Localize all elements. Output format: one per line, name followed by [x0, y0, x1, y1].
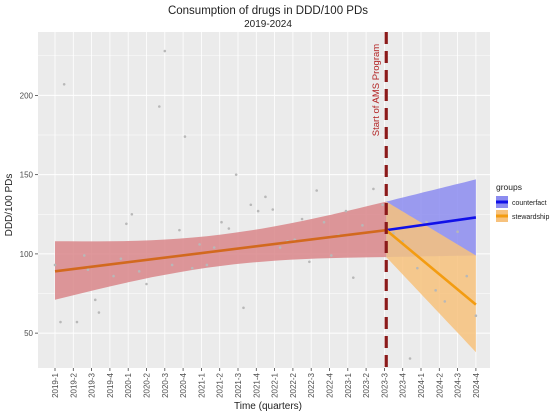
data-point: [178, 228, 181, 232]
x-tick-label: 2021-1: [197, 372, 206, 397]
x-tick-label: 2024-4: [472, 372, 481, 397]
data-point: [119, 257, 123, 260]
data-point: [75, 320, 79, 324]
trend-line-stewardship: [385, 229, 477, 306]
data-point: [205, 263, 209, 267]
data-point: [220, 220, 223, 224]
data-point: [264, 195, 267, 199]
legend-label-counterfact: counterfact: [512, 200, 547, 207]
x-tick-label: 2024-1: [417, 372, 426, 397]
y-axis-label: DDD/100 PDs: [4, 174, 15, 237]
x-tick-label: 2021-4: [252, 372, 261, 397]
x-tick-label: 2020-3: [161, 372, 170, 397]
data-point: [137, 270, 141, 273]
data-point: [351, 276, 355, 279]
data-point: [86, 268, 90, 272]
trend-lines: [54, 216, 477, 306]
band-stewardship: [386, 201, 476, 353]
y-tick-label: 150: [20, 171, 34, 180]
data-point: [53, 263, 57, 267]
grid-lines: [38, 32, 490, 368]
x-tick-label: 2023-4: [399, 372, 408, 397]
legend: groups counterfact stewardship: [496, 182, 549, 222]
data-point: [82, 254, 86, 257]
data-point: [443, 300, 447, 303]
data-point: [278, 246, 282, 249]
y-axis-ticks: 50 100 150 200: [20, 91, 38, 338]
data-point: [158, 105, 161, 108]
data-point: [97, 311, 101, 314]
data-point: [112, 274, 115, 278]
data-point: [474, 314, 478, 317]
data-point: [62, 83, 66, 86]
data-point: [130, 212, 134, 216]
data-point: [163, 49, 167, 53]
data-point: [93, 298, 97, 302]
y-tick-label: 50: [24, 329, 33, 338]
data-point: [381, 203, 384, 207]
data-point: [392, 231, 395, 235]
x-tick-label: 2020-1: [124, 372, 133, 397]
y-tick-label: 100: [20, 250, 34, 259]
data-point: [212, 246, 216, 249]
x-tick-label: 2022-1: [271, 372, 280, 397]
x-tick-label: 2021-3: [234, 372, 243, 397]
data-point: [434, 289, 437, 292]
data-point: [256, 209, 260, 213]
data-point: [249, 203, 253, 207]
data-point: [190, 266, 194, 270]
x-tick-label: 2024-2: [435, 372, 444, 397]
x-tick-label: 2021-2: [216, 372, 225, 397]
data-point: [408, 357, 412, 360]
trend-line-counterfact: [386, 216, 477, 232]
data-point: [308, 260, 311, 264]
trend-line-pre: [54, 228, 387, 273]
chart-title: Consumption of drugs in DDD/100 PDs: [168, 5, 368, 17]
data-point: [198, 243, 201, 246]
x-tick-label: 2022-4: [326, 372, 335, 397]
x-tick-label: 2022-2: [289, 372, 298, 397]
x-tick-label: 2023-3: [380, 372, 389, 397]
x-tick-label: 2019-1: [51, 372, 60, 397]
data-point: [456, 230, 459, 233]
data-point: [145, 282, 148, 286]
data-point: [271, 208, 275, 211]
data-point: [125, 222, 128, 226]
legend-title: groups: [496, 182, 522, 192]
data-point: [372, 187, 375, 191]
data-point: [170, 263, 174, 267]
data-point: [465, 274, 469, 278]
data-point: [425, 220, 428, 224]
data-point: [59, 320, 62, 324]
data-point: [300, 217, 304, 221]
y-tick-label: 200: [20, 91, 34, 100]
data-point: [242, 306, 245, 310]
data-point: [361, 224, 364, 227]
legend-label-stewardship: stewardship: [512, 214, 549, 221]
x-tick-label: 2022-3: [307, 372, 316, 397]
chart-subtitle: 2019-2024: [244, 19, 292, 30]
data-point: [344, 209, 348, 213]
intervention-annotation: Start of AMS Program: [371, 44, 382, 136]
x-tick-label: 2023-1: [344, 372, 353, 397]
data-point: [183, 135, 187, 138]
x-tick-label: 2024-3: [454, 372, 463, 397]
legend-line-counterfact: [496, 200, 508, 204]
x-tick-label: 2020-2: [143, 372, 152, 397]
legend-line-stewardship: [496, 214, 508, 218]
data-point: [227, 227, 231, 230]
x-tick-label: 2023-2: [362, 372, 371, 397]
data-point: [322, 220, 326, 224]
x-tick-label: 2020-4: [179, 372, 188, 397]
data-point: [234, 173, 238, 176]
x-tick-label: 2019-2: [69, 372, 78, 397]
x-axis-label: Time (quarters): [234, 401, 302, 412]
data-point: [416, 266, 419, 270]
data-point: [330, 254, 333, 257]
data-point: [315, 189, 318, 192]
x-axis-ticks: 2019-1 2019-2 2019-3 2019-4 2020-1 2020-2 2020…: [51, 368, 481, 398]
x-tick-label: 2019-3: [88, 372, 97, 397]
x-tick-label: 2019-4: [106, 372, 115, 397]
